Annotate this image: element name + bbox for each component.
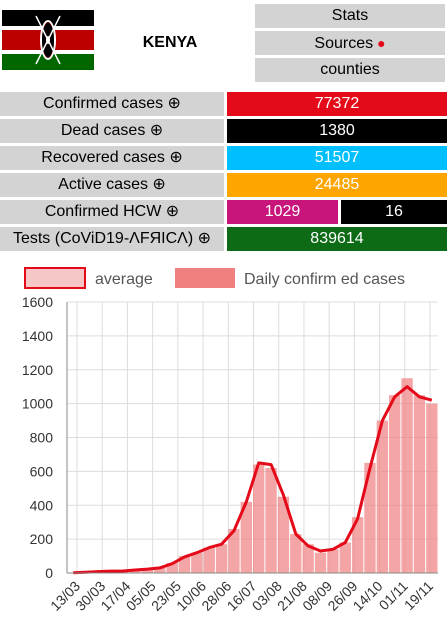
confirmed-cases-row: Confirmed cases ⊕ 77372 — [0, 92, 447, 116]
y-tick-label: 0 — [45, 565, 53, 581]
legend-average-label: average — [95, 271, 153, 288]
daily-cases-bar — [401, 378, 413, 573]
counties-button[interactable]: counties — [255, 58, 445, 82]
y-tick-label: 600 — [30, 463, 54, 479]
dead-cases-row: Dead cases ⊕ 1380 — [0, 119, 447, 143]
daily-cases-bar — [426, 403, 438, 573]
daily-cases-bar — [191, 552, 203, 573]
daily-cases-bar — [364, 462, 376, 573]
dead-cases-label[interactable]: Dead cases ⊕ — [0, 119, 224, 143]
daily-cases-bar — [253, 464, 265, 573]
daily-cases-chart: average Daily confirm ed cases 0 200 400 60… — [22, 267, 438, 614]
tests-row: Tests (CoViD19-ɅFЯICɅ) ⊕ 839614 — [0, 227, 447, 251]
dead-cases-value: 1380 — [227, 119, 447, 143]
legend-average-swatch — [24, 267, 86, 289]
y-tick-label: 1600 — [22, 294, 53, 310]
daily-cases-bar — [166, 562, 178, 573]
confirmed-cases-value: 77372 — [227, 92, 447, 116]
y-tick-label: 200 — [30, 531, 54, 547]
chart-legend: average Daily confirm ed cases — [24, 267, 405, 289]
daily-cases-bar — [389, 395, 401, 573]
y-tick-label: 400 — [30, 497, 54, 513]
daily-cases-bar — [314, 552, 327, 573]
legend-daily-label: Daily confirm ed cases — [244, 271, 405, 288]
active-cases-row: Active cases ⊕ 24485 — [0, 173, 447, 197]
daily-cases-bar — [376, 420, 389, 573]
daily-cases-bar — [327, 549, 339, 573]
legend-daily-swatch — [175, 268, 235, 288]
recovered-cases-value: 51507 — [227, 146, 447, 170]
x-tick-label: 19/11 — [401, 578, 437, 614]
average-line — [73, 385, 433, 575]
stats-button[interactable]: Stats — [255, 4, 445, 28]
daily-cases-bar — [215, 544, 228, 573]
sources-label: Sources — [314, 35, 374, 52]
daily-cases-bar — [154, 567, 166, 573]
confirmed-hcw-label[interactable]: Confirmed HCW ⊕ — [0, 200, 224, 224]
daily-cases-bar — [302, 544, 314, 573]
daily-cases-bar — [413, 395, 426, 573]
hcw-deaths-value: 16 — [341, 200, 447, 224]
daily-cases-bar — [339, 542, 351, 573]
y-tick-label: 1000 — [22, 396, 53, 412]
recovered-cases-row: Recovered cases ⊕ 51507 — [0, 146, 447, 170]
daily-cases-bar — [240, 501, 252, 573]
sources-button[interactable]: Sources ● — [255, 31, 445, 55]
daily-cases-bar — [265, 467, 277, 573]
daily-cases-bar — [290, 534, 302, 573]
confirmed-hcw-row: Confirmed HCW ⊕ 1029 16 — [0, 200, 447, 224]
daily-cases-bar — [178, 556, 191, 573]
daily-cases-bar — [141, 568, 154, 573]
confirmed-cases-label[interactable]: Confirmed cases ⊕ — [0, 92, 224, 116]
active-cases-label[interactable]: Active cases ⊕ — [0, 173, 224, 197]
recovered-cases-label[interactable]: Recovered cases ⊕ — [0, 146, 224, 170]
daily-cases-bar — [228, 528, 240, 573]
y-tick-label: 1400 — [22, 328, 53, 344]
sources-alert-dot-icon: ● — [377, 35, 386, 51]
daily-cases-bar — [203, 547, 215, 573]
daily-cases-bar — [351, 517, 364, 573]
tests-label[interactable]: Tests (CoViD19-ɅFЯICɅ) ⊕ — [0, 227, 224, 251]
tests-value: 839614 — [227, 227, 447, 251]
kenya-flag — [2, 10, 94, 70]
active-cases-value: 24485 — [227, 173, 447, 197]
y-tick-label: 1200 — [22, 362, 53, 378]
daily-cases-bar — [277, 496, 290, 573]
y-tick-label: 800 — [30, 430, 54, 446]
confirmed-hcw-value: 1029 — [227, 200, 338, 224]
country-name: KENYA — [142, 34, 198, 51]
